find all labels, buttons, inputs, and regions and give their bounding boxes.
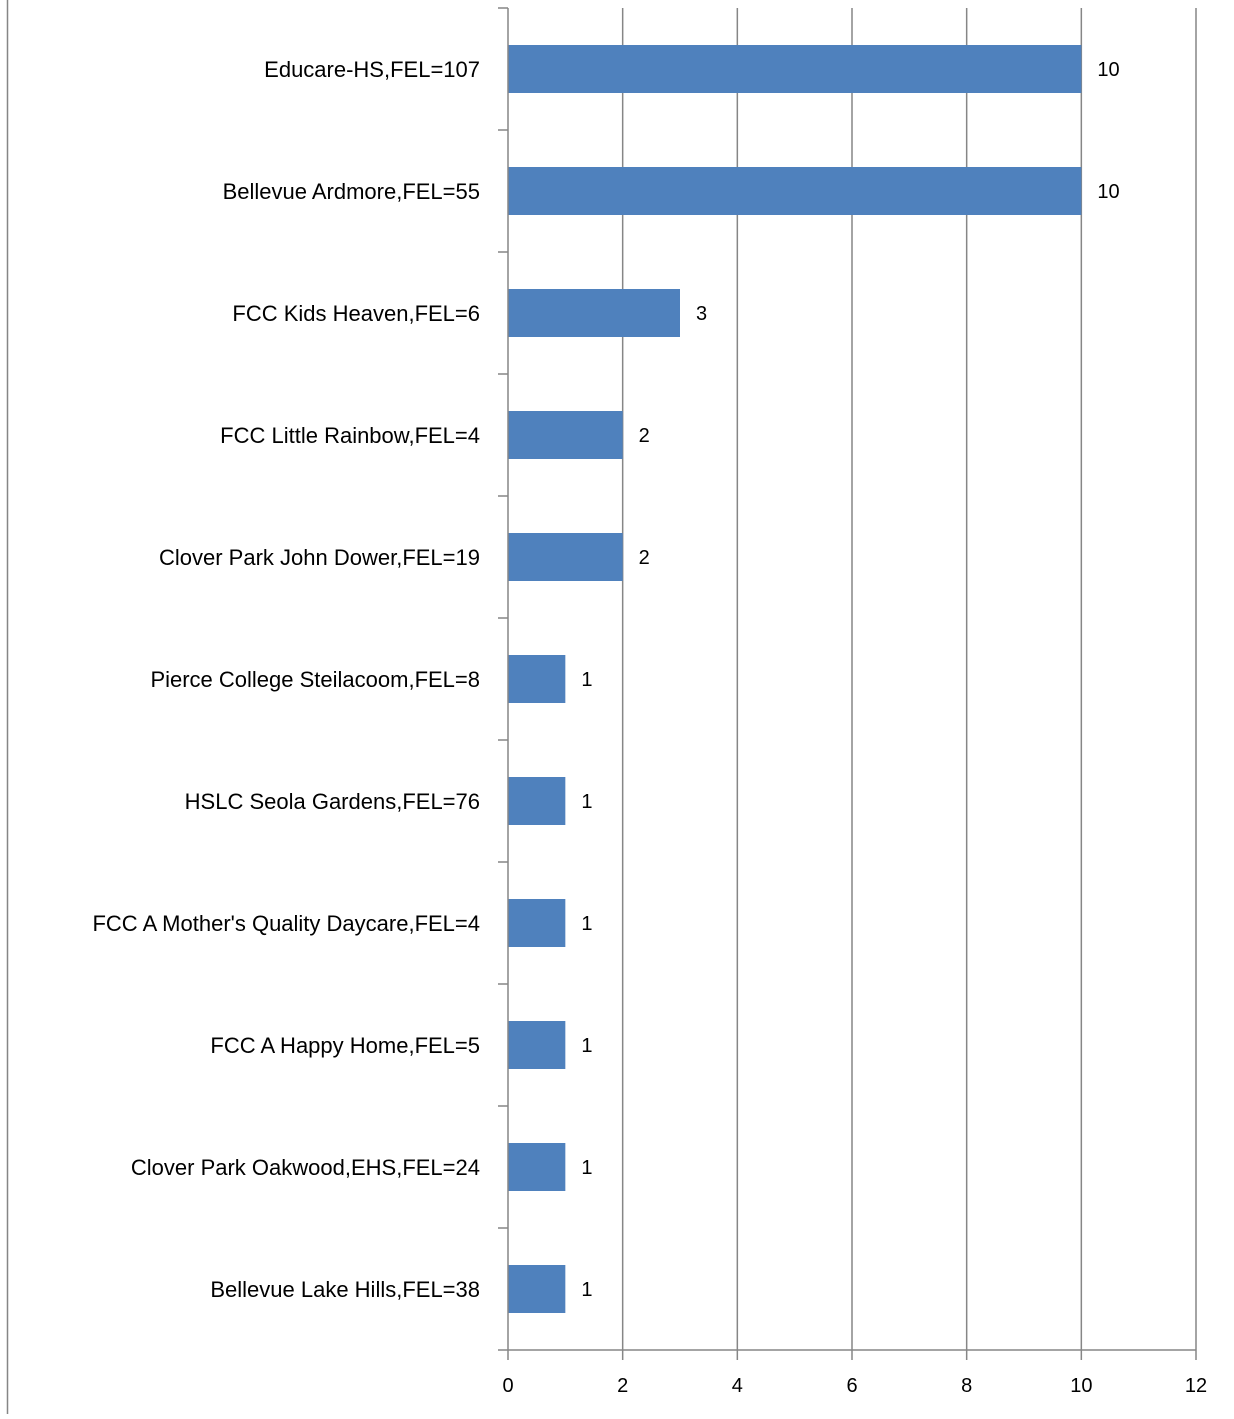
category-label: FCC A Mother's Quality Daycare,FEL=4 bbox=[92, 911, 480, 936]
category-label: FCC Kids Heaven,FEL=6 bbox=[232, 301, 480, 326]
category-label: Clover Park John Dower,FEL=19 bbox=[159, 545, 480, 570]
data-label: 1 bbox=[581, 1279, 592, 1301]
x-tick-label: 12 bbox=[1185, 1375, 1207, 1397]
data-label: 10 bbox=[1097, 181, 1119, 203]
data-label: 1 bbox=[581, 791, 592, 813]
category-label: Bellevue Ardmore,FEL=55 bbox=[223, 179, 480, 204]
bar bbox=[508, 533, 623, 581]
bar bbox=[508, 411, 623, 459]
bar bbox=[508, 1265, 566, 1313]
bar bbox=[508, 655, 566, 703]
gridlines bbox=[621, 8, 1197, 1350]
x-tick-label: 8 bbox=[961, 1375, 972, 1397]
category-label: Pierce College Steilacoom,FEL=8 bbox=[150, 667, 480, 692]
bar bbox=[508, 899, 566, 947]
category-label: FCC A Happy Home,FEL=5 bbox=[210, 1033, 480, 1058]
bar bbox=[508, 1143, 566, 1191]
data-label: 10 bbox=[1097, 59, 1119, 81]
data-label: 1 bbox=[581, 1035, 592, 1057]
category-label: Educare-HS,FEL=107 bbox=[264, 57, 480, 82]
bar bbox=[508, 167, 1082, 215]
x-tick-label: 10 bbox=[1070, 1375, 1092, 1397]
bar bbox=[508, 289, 680, 337]
bar bbox=[508, 1021, 566, 1069]
x-tick-label: 0 bbox=[502, 1375, 513, 1397]
x-tick-label: 6 bbox=[846, 1375, 857, 1397]
x-tick-label: 2 bbox=[617, 1375, 628, 1397]
data-label: 1 bbox=[581, 913, 592, 935]
axes bbox=[498, 7, 1197, 1360]
x-tick-label: 4 bbox=[732, 1375, 743, 1397]
category-label: Clover Park Oakwood,EHS,FEL=24 bbox=[131, 1155, 480, 1180]
category-label: FCC Little Rainbow,FEL=4 bbox=[220, 423, 480, 448]
bar bbox=[508, 45, 1082, 93]
data-label: 1 bbox=[581, 669, 592, 691]
data-label: 3 bbox=[696, 303, 707, 325]
data-label: 1 bbox=[581, 1157, 592, 1179]
bar bbox=[508, 777, 566, 825]
category-label: HSLC Seola Gardens,FEL=76 bbox=[185, 789, 480, 814]
bars bbox=[508, 45, 1082, 1313]
data-label: 2 bbox=[639, 547, 650, 569]
data-label: 2 bbox=[639, 425, 650, 447]
category-label: Bellevue Lake Hills,FEL=38 bbox=[210, 1277, 480, 1302]
